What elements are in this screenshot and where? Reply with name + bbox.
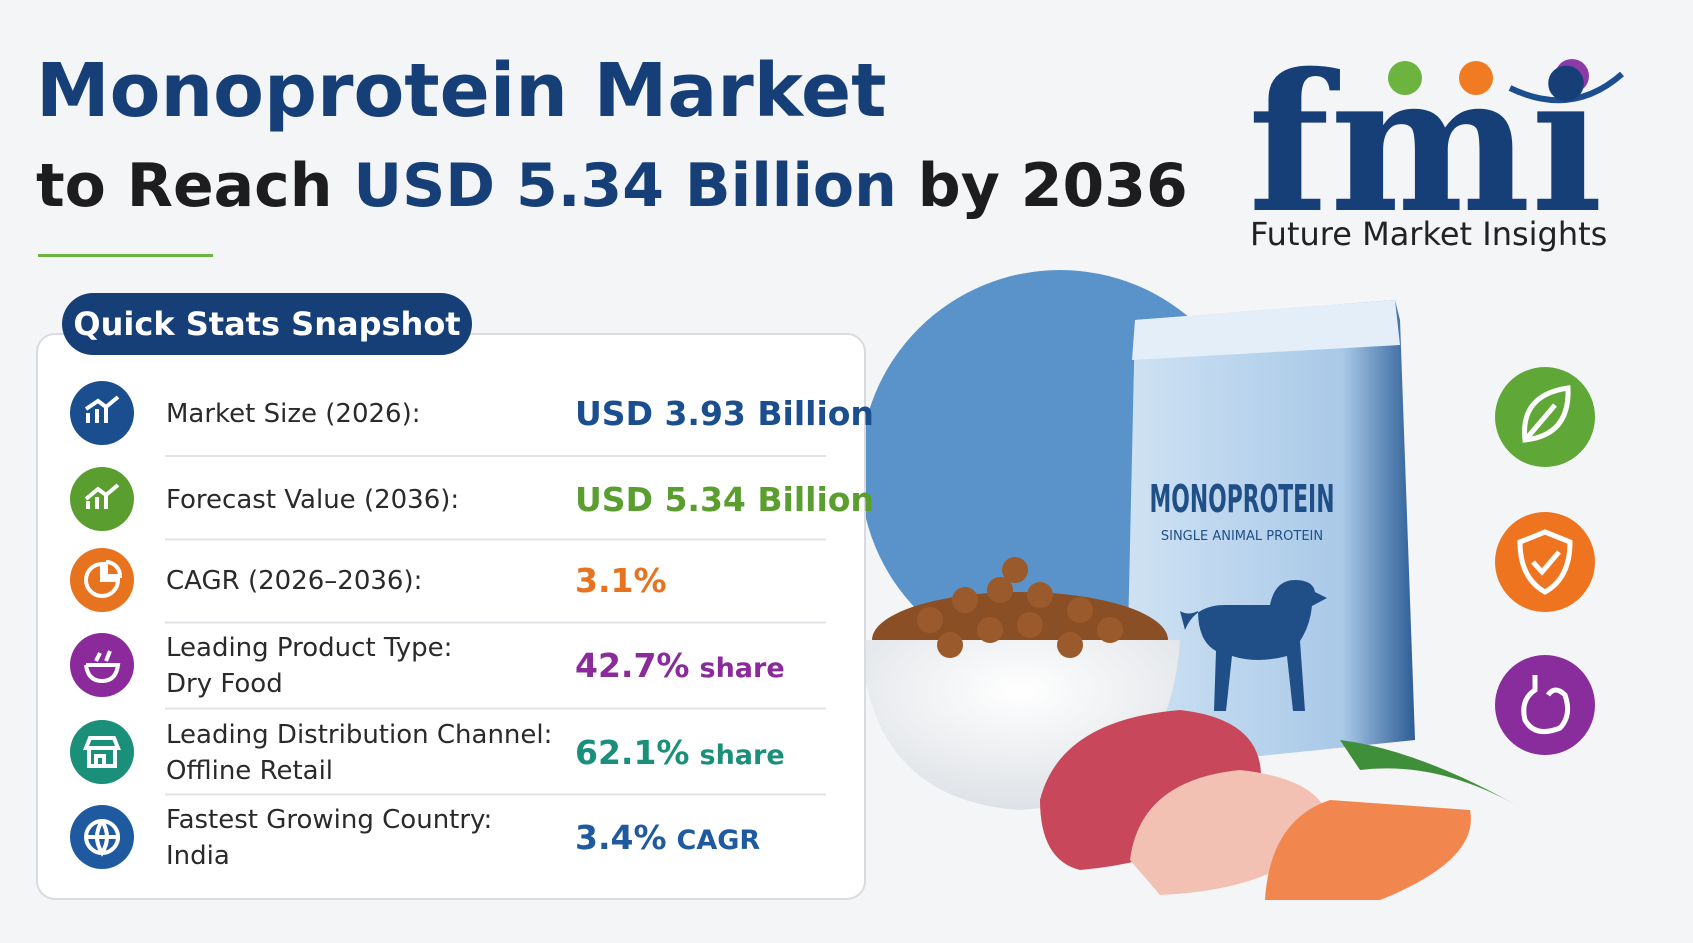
stats-pill (62, 293, 472, 355)
logo-dot (1388, 61, 1422, 95)
row-value-number: 3.1% (575, 561, 667, 600)
logo-mark: fmi (1248, 32, 1603, 255)
logo-dot (1459, 61, 1493, 95)
salmon (1265, 800, 1471, 900)
row-label: Leading Product Type: (166, 633, 452, 663)
row-label: Forecast Value (2036): (166, 485, 459, 515)
package-brand: MONOPROTEIN (1150, 477, 1335, 521)
stats-rows: Market Size (2026): USD 3.93 Billion Forec… (70, 381, 874, 871)
icon-glyph (1517, 529, 1573, 595)
row-icon-glyph (84, 560, 123, 598)
row-value: 3.4% CAGR (575, 818, 760, 857)
row-label: Offline Retail (166, 756, 333, 786)
row-label: India (166, 841, 230, 871)
icon-glyph (1521, 675, 1571, 735)
row-value-number: USD 5.34 Billion (575, 480, 874, 519)
row-icon-glyph (84, 483, 120, 509)
row-value-number: 42.7% (575, 646, 690, 685)
row-value-number: 3.4% (575, 818, 667, 857)
title-line1: Monoprotein Market (36, 48, 887, 134)
logo-swoosh (1508, 71, 1624, 104)
stats-title: Quick Stats Snapshot (73, 305, 460, 343)
row-icon (70, 720, 134, 784)
row-value: 42.7% share (575, 646, 785, 685)
kibble-pieces (917, 557, 1123, 658)
row-label: Market Size (2026): (166, 399, 421, 429)
row-label: Fastest Growing Country: (166, 805, 492, 835)
dog-icon (1180, 580, 1327, 711)
leaf (1340, 740, 1525, 810)
row-value-suffix: CAGR (677, 825, 761, 856)
row-label: CAGR (2026–2036): (166, 566, 422, 596)
package-top (1132, 300, 1400, 360)
logo-dot (1555, 59, 1589, 93)
row-icon (70, 467, 134, 531)
row-value: USD 3.93 Billion (575, 394, 874, 433)
row-value-suffix: share (700, 740, 785, 771)
row-value-number: 62.1% (575, 733, 690, 772)
row-icon-glyph (84, 650, 121, 684)
row-icon-glyph (83, 736, 121, 768)
row-value-number: USD 3.93 Billion (575, 394, 874, 433)
row-value: 3.1% (575, 561, 667, 600)
row-icon-glyph (84, 395, 120, 423)
title-highlight: USD 5.34 Billion (353, 151, 897, 221)
row-icon-glyph (84, 819, 121, 857)
row-value: 62.1% share (575, 733, 785, 772)
row-value-suffix: share (700, 653, 785, 684)
row-icon (70, 381, 134, 445)
icon-glyph (1522, 385, 1571, 443)
row-label: Leading Distribution Channel: (166, 720, 552, 750)
package-tagline: SINGLE ANIMAL PROTEIN (1161, 529, 1323, 544)
row-label: Dry Food (166, 669, 283, 699)
title-line2: to Reach USD 5.34 Billion by 2036 (36, 151, 1188, 221)
icon-shield (1495, 512, 1595, 612)
icon-stomach (1495, 655, 1595, 755)
logo-name: Future Market Insights (1250, 215, 1607, 253)
row-value: USD 5.34 Billion (575, 480, 874, 519)
package (1125, 300, 1415, 770)
title-text: by 2036 (918, 151, 1188, 221)
accent-line (38, 254, 213, 257)
title-text: to Reach (36, 151, 332, 221)
